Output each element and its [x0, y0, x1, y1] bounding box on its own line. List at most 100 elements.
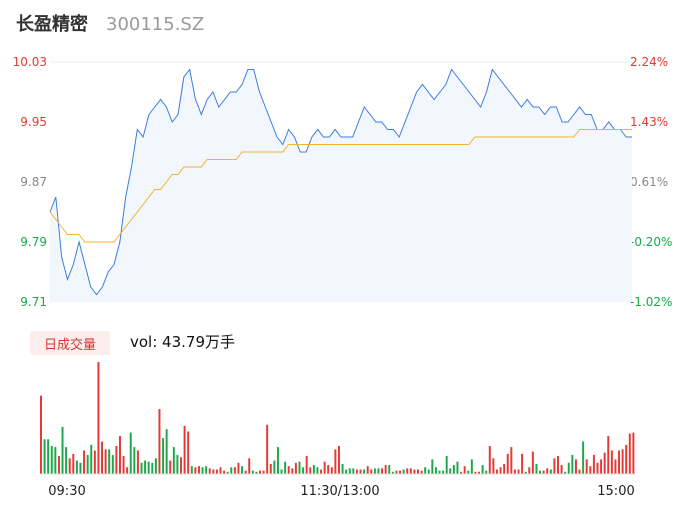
volume-bar — [449, 468, 452, 474]
volume-bar — [564, 471, 567, 474]
volume-bar — [298, 461, 301, 474]
volume-bar — [40, 395, 42, 474]
volume-bar — [97, 362, 100, 474]
volume-bar — [223, 470, 226, 474]
volume-bar — [334, 449, 337, 474]
stock-code: 300115.SZ — [106, 14, 205, 35]
volume-bar — [348, 468, 351, 474]
volume-bar — [287, 466, 290, 474]
volume-bar — [294, 462, 297, 474]
volume-bar — [539, 470, 542, 474]
volume-bar — [352, 468, 355, 474]
volume-bar — [438, 470, 441, 474]
volume-bar — [280, 469, 283, 474]
volume-bar — [169, 460, 172, 474]
y-tick-label-left: 9.79 — [20, 235, 47, 249]
volume-bar — [90, 444, 93, 474]
volume-bar — [632, 432, 635, 474]
volume-bar — [197, 466, 200, 474]
volume-bar — [190, 466, 193, 474]
volume-bar — [621, 449, 624, 474]
volume-bar — [86, 454, 89, 474]
volume-bar — [309, 467, 312, 474]
volume-bar — [452, 465, 455, 474]
volume-bar — [402, 469, 405, 474]
x-tick-label: 15:00 — [597, 484, 634, 499]
volume-bar — [531, 451, 534, 474]
volume-bar — [259, 470, 261, 474]
volume-bar — [147, 461, 150, 474]
volume-bar — [391, 471, 394, 474]
volume-bar — [136, 450, 139, 474]
volume-bar — [83, 450, 86, 474]
volume-bar — [183, 425, 186, 474]
volume-bar — [467, 470, 470, 474]
volume-bar — [338, 446, 340, 474]
volume-bar — [133, 447, 136, 474]
volume-bar — [434, 467, 437, 474]
volume-bar — [553, 458, 556, 474]
volume-bar — [567, 462, 570, 474]
volume-bar — [230, 467, 233, 474]
volume-bar — [276, 447, 279, 474]
volume-bar — [50, 446, 53, 474]
volume-bar — [388, 465, 391, 474]
volume-bar — [158, 409, 161, 474]
volume-bar — [54, 447, 57, 474]
volume-bar — [456, 461, 459, 474]
y-tick-label-right: -0.20% — [630, 235, 672, 249]
volume-bar — [470, 459, 473, 474]
volume-bar — [521, 453, 524, 474]
average-line — [49, 129, 632, 243]
chart-header: 长盈精密 300115.SZ — [16, 10, 204, 40]
volume-bar — [262, 470, 265, 474]
volume-bar — [65, 447, 68, 474]
x-tick-label: 09:30 — [48, 484, 85, 499]
volume-bar — [399, 470, 402, 474]
volume-bar — [359, 469, 362, 474]
volume-bar — [215, 469, 218, 474]
volume-bar — [603, 452, 606, 474]
volume-bar — [327, 465, 330, 474]
volume-bar — [628, 433, 631, 474]
volume-bar — [251, 470, 254, 474]
volume-bar — [111, 454, 114, 474]
volume-bar — [129, 432, 132, 474]
volume-bar — [592, 454, 595, 474]
volume-bar — [122, 456, 125, 474]
volume-bar — [43, 439, 46, 474]
volume-bar — [118, 435, 121, 474]
volume-bar — [384, 465, 387, 474]
volume-bar — [320, 469, 323, 474]
x-tick-label: 11:30/13:00 — [300, 484, 379, 499]
y-tick-label-right: 1.43% — [630, 115, 668, 129]
volume-bar — [366, 466, 369, 474]
volume-bar — [57, 456, 60, 474]
volume-bar — [370, 469, 373, 474]
volume-bar — [535, 463, 538, 474]
y-tick-label-left: 9.71 — [20, 295, 47, 309]
volume-bar — [377, 468, 380, 474]
volume-bar — [485, 470, 488, 474]
volume-bar — [513, 469, 516, 474]
volume-bar — [574, 459, 577, 474]
volume-bar — [571, 454, 574, 474]
volume-bar — [355, 469, 358, 474]
volume-bar — [226, 471, 229, 474]
volume-text: vol: 43.79万手 — [130, 333, 235, 351]
volume-bar — [478, 471, 480, 474]
y-tick-label-left: 10.03 — [13, 55, 47, 69]
volume-bar — [585, 459, 588, 474]
volume-bar — [596, 462, 599, 474]
volume-bar — [101, 441, 104, 474]
volume-bar — [115, 446, 118, 474]
volume-bar — [233, 467, 236, 474]
volume-bar — [187, 431, 190, 474]
volume-bar — [72, 453, 75, 474]
volume-bar — [528, 467, 531, 474]
volume-bar — [524, 471, 527, 474]
volume-bar — [316, 467, 319, 474]
volume-bar — [625, 444, 628, 474]
volume-bar — [219, 467, 222, 474]
